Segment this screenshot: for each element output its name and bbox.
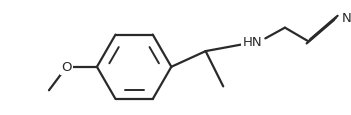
Text: O: O [61,61,72,74]
Text: N: N [342,12,351,25]
Text: HN: HN [243,36,263,48]
